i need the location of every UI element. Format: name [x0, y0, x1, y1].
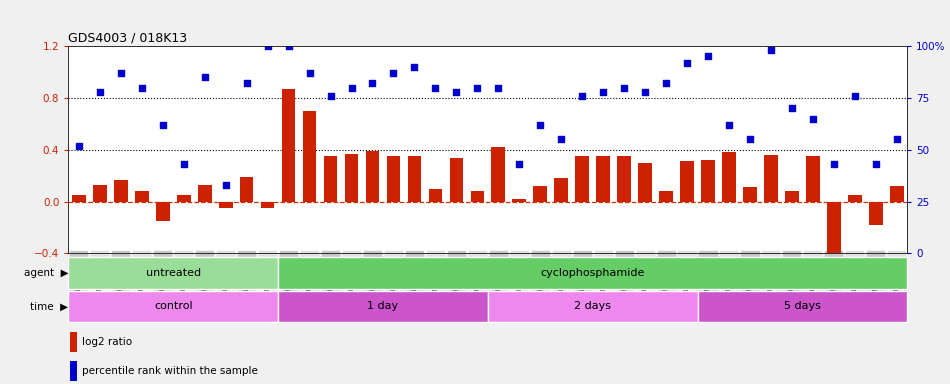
Point	[176, 161, 191, 167]
Bar	[68, 291, 278, 322]
Text: cyclophosphamide: cyclophosphamide	[541, 268, 645, 278]
Bar	[218, 202, 233, 208]
Point	[218, 182, 234, 188]
Bar	[449, 157, 464, 202]
Point	[365, 80, 380, 86]
Point	[575, 93, 590, 99]
Bar	[701, 160, 714, 202]
Bar	[491, 147, 505, 202]
Point	[742, 136, 757, 142]
Bar	[70, 332, 77, 352]
Bar	[848, 195, 862, 202]
Point	[155, 122, 170, 128]
Bar	[408, 156, 421, 202]
Bar	[428, 189, 442, 202]
Bar	[239, 177, 254, 202]
Bar	[68, 257, 278, 289]
Bar	[345, 154, 358, 202]
Bar	[488, 291, 697, 322]
Bar	[597, 156, 610, 202]
Text: log2 ratio: log2 ratio	[82, 337, 132, 347]
Point	[448, 89, 464, 95]
Point	[826, 161, 842, 167]
Bar	[198, 185, 212, 202]
Point	[764, 47, 779, 53]
Bar	[680, 161, 694, 202]
Text: percentile rank within the sample: percentile rank within the sample	[82, 366, 257, 376]
Bar	[785, 191, 799, 202]
Bar	[576, 156, 589, 202]
Point	[469, 84, 484, 91]
Point	[491, 84, 506, 91]
Text: untreated: untreated	[145, 268, 200, 278]
Bar	[261, 202, 275, 208]
Point	[260, 43, 276, 49]
Point	[92, 89, 107, 95]
Bar	[722, 152, 736, 202]
Bar	[806, 156, 820, 202]
Bar	[282, 89, 295, 202]
Point	[71, 142, 86, 149]
Point	[533, 122, 548, 128]
Text: 2 days: 2 days	[574, 301, 611, 311]
Point	[554, 136, 569, 142]
Bar	[638, 163, 652, 202]
Bar	[135, 191, 148, 202]
Point	[868, 161, 884, 167]
Text: agent  ▶: agent ▶	[24, 268, 68, 278]
Bar	[93, 185, 106, 202]
Bar	[156, 202, 170, 221]
Point	[197, 74, 212, 80]
Text: 1 day: 1 day	[368, 301, 399, 311]
Point	[239, 80, 255, 86]
Bar	[890, 186, 903, 202]
Point	[323, 93, 338, 99]
Point	[344, 84, 359, 91]
Point	[658, 80, 674, 86]
Bar	[697, 291, 907, 322]
Bar	[618, 156, 631, 202]
Text: control: control	[154, 301, 193, 311]
Bar	[303, 111, 316, 202]
Bar	[324, 156, 337, 202]
Point	[847, 93, 863, 99]
Bar	[70, 361, 77, 381]
Point	[617, 84, 632, 91]
Bar	[177, 195, 191, 202]
Bar	[114, 180, 127, 202]
Bar	[512, 199, 526, 202]
Point	[721, 122, 736, 128]
Bar	[869, 202, 883, 225]
Point	[113, 70, 128, 76]
Point	[637, 89, 653, 95]
Point	[386, 70, 401, 76]
Bar	[278, 291, 488, 322]
Point	[679, 60, 694, 66]
Point	[281, 43, 296, 49]
Text: 5 days: 5 days	[784, 301, 821, 311]
Bar	[743, 187, 757, 202]
Point	[806, 116, 821, 122]
Point	[889, 136, 904, 142]
Bar	[387, 156, 400, 202]
Bar	[555, 178, 568, 202]
Point	[700, 53, 715, 60]
Point	[302, 70, 317, 76]
Point	[512, 161, 527, 167]
Point	[785, 105, 800, 111]
Bar	[470, 191, 484, 202]
Bar	[827, 202, 841, 260]
Bar	[659, 191, 673, 202]
Point	[134, 84, 149, 91]
Bar	[366, 151, 379, 202]
Point	[407, 64, 422, 70]
Text: GDS4003 / 018K13: GDS4003 / 018K13	[68, 32, 187, 45]
Point	[596, 89, 611, 95]
Bar	[534, 186, 547, 202]
Bar	[278, 257, 907, 289]
Point	[428, 84, 443, 91]
Bar	[72, 195, 86, 202]
Bar	[764, 155, 778, 202]
Text: time  ▶: time ▶	[30, 301, 68, 311]
